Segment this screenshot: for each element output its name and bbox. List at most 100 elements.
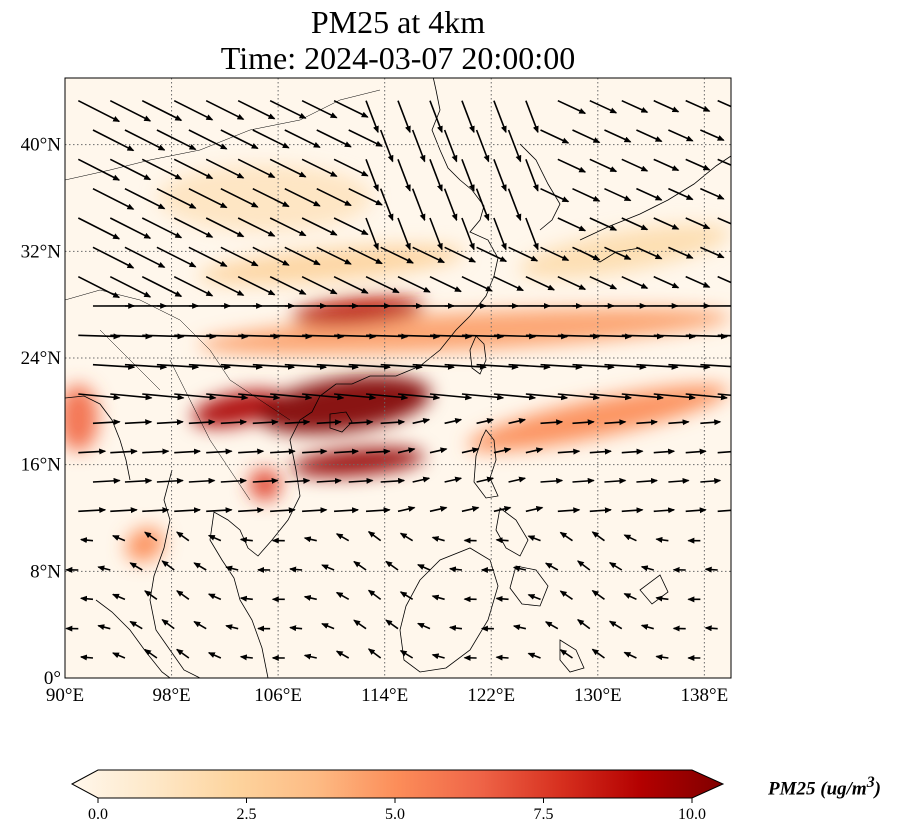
wind-arrow [269,99,307,119]
wind-arrow [141,275,183,298]
wind-arrow [525,275,556,291]
wind-arrow [476,246,508,263]
wind-arrow [92,187,135,210]
wind-arrow [604,246,632,260]
wind-arrow [623,593,637,601]
wind-arrow [173,217,214,238]
wind-arrow [207,652,222,659]
wind-arrow [141,217,183,239]
wind-arrow [399,591,414,601]
wind-arrow [572,419,595,426]
wind-arrow [365,507,391,514]
wind-arrow [475,129,490,163]
coastline-korea [519,143,561,231]
wind-arrow [621,158,649,172]
plot-frame [64,77,732,679]
wind-arrow [557,448,581,455]
wind-arrow [397,447,416,454]
wind-arrow [129,562,143,571]
wind-arrow [379,129,394,163]
wind-arrow [333,217,369,236]
wind-arrow [653,217,680,230]
wind-arrow [220,187,259,208]
colorbar-tick-label: 2.5 [237,806,257,823]
wind-arrow [269,275,307,295]
wind-arrow [124,419,153,426]
wind-arrow [303,536,317,543]
wind-arrow [591,531,605,542]
lon-tick-label: 98°E [152,685,190,706]
wind-arrow [540,246,570,262]
lon-tick-label: 106°E [254,685,302,706]
wind-arrow [700,477,722,484]
wind-arrow [109,217,152,239]
wind-arrow [557,393,601,401]
wind-arrow [559,590,573,600]
wind-arrow [284,477,311,484]
pm25-plume [65,384,99,452]
wind-arrow [591,589,605,600]
wind-arrow [348,477,374,484]
wind-arrow [572,246,601,261]
wind-arrow [461,333,505,340]
wind-arrow [653,448,676,455]
wind-arrow [333,99,369,118]
wind-vectors [65,99,731,661]
wind-arrow [544,562,559,571]
pm25-plume [291,447,425,477]
wind-arrow [429,333,473,340]
wind-arrow [176,590,190,600]
wind-arrow [572,363,615,370]
wind-arrow [333,275,369,294]
wind-arrow [653,507,676,514]
coastline-mindanao [509,565,549,607]
pm25-plume [198,308,731,355]
wind-arrow [589,448,612,455]
wind-arrow [495,595,509,602]
wind-arrow [124,477,153,484]
wind-arrow [188,477,216,484]
wind-arrow [78,393,121,401]
wind-arrow [621,217,649,231]
wind-arrow [252,129,290,149]
wind-arrow [205,275,245,296]
colorbar-label: PM25 (ug/m3) [768,774,881,800]
wind-arrow [316,129,352,148]
wind-arrow [289,566,303,573]
plot-area [65,78,731,678]
wind-arrow [399,532,414,542]
wind-arrow [348,129,383,147]
wind-arrow [220,129,259,150]
wind-arrow [109,275,152,298]
wind-arrow [577,560,591,571]
wind-arrow [109,99,152,122]
wind-arrow [508,476,527,483]
wind-arrow [252,187,290,208]
wind-arrow [112,534,126,542]
colorbar-ticks: 0.0 2.5 5.0 7.5 10.0 [88,798,706,823]
colorbar-body [70,769,725,799]
wind-arrow [559,649,573,659]
wind-arrow [365,159,379,192]
wind-arrow [493,505,512,513]
wind-arrow [110,448,138,455]
wind-arrow [284,419,311,426]
wind-arrow [193,562,207,571]
lon-tick-label: 130°E [574,685,622,706]
wind-arrow [301,275,338,295]
pm25-plume [158,164,372,232]
wind-arrow [334,333,377,340]
wind-arrow [493,217,507,251]
wind-arrow [717,450,731,454]
wind-arrow [636,246,663,260]
wind-arrow [156,419,184,426]
wind-arrow [636,419,658,426]
wind-arrow [429,275,462,293]
wind-arrow [604,363,647,370]
coastline-papua [639,574,669,605]
wind-arrow [653,333,696,340]
wind-arrow [385,619,399,630]
wind-arrow [704,625,718,632]
wind-arrow [685,158,711,171]
wind-arrow [348,246,383,265]
